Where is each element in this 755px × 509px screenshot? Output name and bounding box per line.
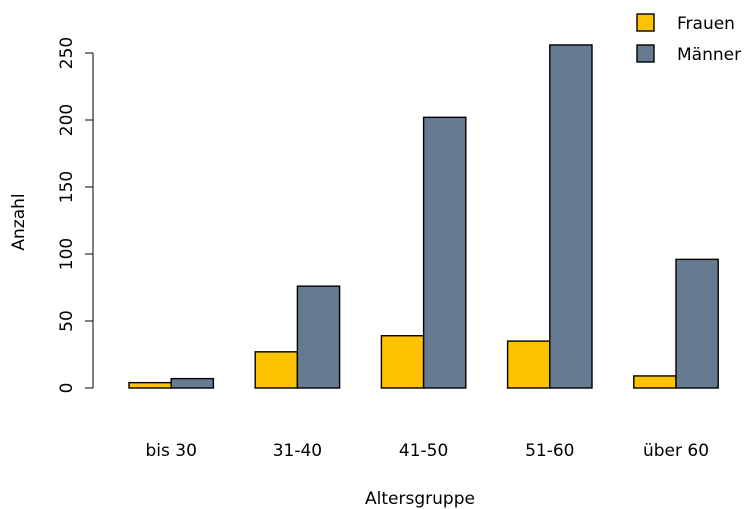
x-axis-title: Altersgruppe xyxy=(365,489,475,509)
bar-frauen-1 xyxy=(254,351,299,389)
y-axis: 0 50 100 150 200 250 xyxy=(57,37,94,394)
bar-mnner-4 xyxy=(675,258,719,389)
x-tick-label-0: bis 30 xyxy=(145,441,196,461)
legend-label-1: Männer xyxy=(677,45,741,65)
y-axis-title: Anzahl xyxy=(9,193,29,250)
bar-mnner-3 xyxy=(549,44,593,389)
y-tick-label-1: 50 xyxy=(57,310,77,332)
bar-frauen-2 xyxy=(380,335,425,389)
bar-frauen-3 xyxy=(506,340,551,389)
x-tick-label-3: 51-60 xyxy=(525,441,574,461)
legend-swatch-1 xyxy=(636,44,655,63)
y-tick-label-4: 200 xyxy=(57,104,77,136)
y-tick-label-2: 100 xyxy=(57,238,77,270)
x-tick-label-4: über 60 xyxy=(643,441,709,461)
y-tick-label-5: 250 xyxy=(57,37,77,69)
bar-mnner-0 xyxy=(170,377,215,389)
y-tick-label-3: 150 xyxy=(57,171,77,203)
bar-mnner-1 xyxy=(296,285,341,389)
legend-swatch-0 xyxy=(636,13,655,32)
bars xyxy=(128,44,719,389)
x-tick-label-1: 31-40 xyxy=(273,441,322,461)
y-tick-label-0: 0 xyxy=(57,383,77,394)
bar-mnner-2 xyxy=(422,116,467,389)
legend-label-0: Frauen xyxy=(677,14,735,34)
x-tick-label-2: 41-50 xyxy=(399,441,448,461)
legend: Frauen Männer xyxy=(636,13,741,65)
bar-frauen-4 xyxy=(633,375,677,389)
x-axis-labels: bis 30 31-40 41-50 51-60 über 60 xyxy=(145,441,709,461)
bar-frauen-0 xyxy=(128,381,172,389)
